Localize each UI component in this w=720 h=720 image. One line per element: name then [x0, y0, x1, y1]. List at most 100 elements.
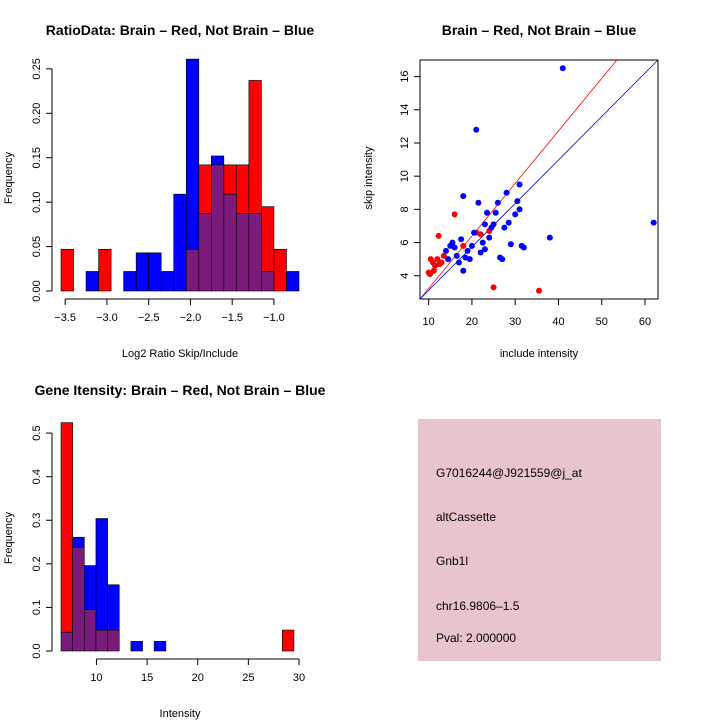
- ratio-histogram-title: RatioData: Brain – Red, Not Brain – Blue: [46, 22, 315, 38]
- ratio-histogram-bar: [211, 155, 225, 166]
- intensity-scatter-red-point: [434, 256, 441, 263]
- intensity-scatter-blue-point: [520, 244, 527, 251]
- intensity-scatter-blue-point: [445, 256, 452, 263]
- gene-intensity-axes: 10 15 20 25 30 0.0 0.1 0.2 0.3 0.4 0.5: [31, 425, 305, 684]
- intensity-scatter-x-tick-label: 10: [423, 316, 435, 328]
- intensity-scatter-blue-line: [419, 59, 659, 300]
- intensity-scatter-blue-point: [503, 189, 510, 196]
- gene-intensity-x-tick-label: 10: [90, 672, 102, 684]
- intensity-scatter-blue-point: [505, 219, 512, 226]
- event-type: altCassette: [436, 510, 496, 524]
- intensity-scatter-blue-point: [481, 221, 488, 228]
- ratio-histogram-y-tick-label: 0.15: [31, 147, 43, 168]
- intensity-scatter: Brain – Red, Not Brain – Blue include in…: [363, 22, 659, 360]
- gene-intensity-x-tick-label: 20: [192, 672, 204, 684]
- intensity-scatter-x-tick-label: 20: [466, 316, 478, 328]
- intensity-scatter-blue-point: [471, 229, 478, 236]
- gene-intensity-bar: [107, 584, 120, 631]
- ratio-histogram-overlap-bar: [211, 164, 225, 292]
- intensity-scatter-blue-point: [468, 242, 475, 249]
- gene-intensity-y-tick-label: 0.4: [31, 469, 43, 484]
- intensity-scatter-frame: [419, 59, 659, 300]
- intensity-scatter-y-tick-label: 6: [399, 240, 411, 246]
- intensity-scatter-blue-point: [458, 236, 465, 243]
- ratio-histogram-bar: [60, 248, 74, 292]
- ratio-histogram-bar: [160, 271, 175, 292]
- intensity-scatter-x-tick-label: 50: [596, 316, 608, 328]
- intensity-scatter-blue-point: [490, 221, 497, 228]
- gene-intensity-overlap-bar: [95, 629, 108, 652]
- ratio-histogram-ylabel: Frequency: [3, 152, 15, 204]
- ratio-histogram-y-tick-label: 0.25: [31, 58, 43, 79]
- gene-intensity-overlap-bar: [83, 609, 97, 652]
- ratio-histogram-bar: [198, 164, 212, 215]
- ratio-histogram-overlap-bar: [261, 271, 275, 292]
- ratio-histogram-x-tick-label: −3.0: [96, 312, 118, 324]
- intensity-scatter-blue-point: [559, 65, 566, 72]
- intensity-scatter-red-point: [460, 242, 467, 249]
- intensity-scatter-blue-point: [473, 126, 480, 133]
- ratio-histogram-overlap-bar: [236, 213, 250, 292]
- gene-intensity-bar: [281, 629, 295, 652]
- intensity-scatter-xlabel: include intensity: [500, 348, 579, 360]
- intensity-scatter-red-point: [490, 284, 497, 291]
- intensity-scatter-points: [425, 65, 657, 294]
- gene-intensity-bar: [95, 518, 108, 631]
- gene-intensity-y-tick-label: 0.2: [31, 556, 43, 571]
- gene-intensity-bar: [60, 422, 73, 633]
- intensity-scatter-y-tick-label: 16: [399, 70, 411, 82]
- intensity-scatter-axes: 10 20 30 40 50 60 4 6 8 10 12 14 16: [399, 70, 651, 328]
- ratio-histogram-bar: [85, 271, 99, 292]
- gene-intensity-overlap-bar: [72, 546, 85, 652]
- ratio-histogram-y-tick-label: 0.00: [31, 280, 43, 301]
- gene-name: Gnb1l: [436, 554, 468, 568]
- intensity-scatter-red-point: [426, 271, 433, 278]
- chromosome-location: chr16.9806–1.5: [436, 599, 520, 613]
- intensity-scatter-blue-point: [453, 252, 460, 259]
- gene-intensity-bar: [72, 536, 85, 548]
- intensity-scatter-blue-point: [494, 199, 501, 206]
- gene-intensity-y-tick-label: 0.1: [31, 600, 43, 615]
- intensity-scatter-blue-point: [477, 249, 484, 256]
- intensity-scatter-blue-point: [479, 239, 486, 246]
- gene-intensity-overlap-bar: [60, 631, 73, 652]
- intensity-scatter-blue-point: [650, 219, 657, 226]
- gene-intensity-title: Gene Itensity: Brain – Red, Not Brain – …: [35, 382, 326, 398]
- intensity-scatter-x-tick-label: 40: [552, 316, 564, 328]
- intensity-scatter-blue-point: [475, 199, 482, 206]
- intensity-scatter-blue-point: [516, 206, 523, 213]
- gene-intensity-xlabel: Intensity: [160, 708, 201, 720]
- intensity-scatter-blue-point: [442, 247, 449, 254]
- ratio-histogram-bars: [60, 58, 300, 292]
- p-value: Pval: 2.000000: [436, 631, 516, 645]
- intensity-scatter-blue-point: [466, 256, 473, 263]
- ratio-histogram-bar: [236, 164, 250, 215]
- ratio-histogram-y-tick-label: 0.10: [31, 191, 43, 212]
- intensity-scatter-blue-point: [460, 267, 467, 274]
- intensity-scatter-blue-point: [449, 239, 456, 246]
- ratio-histogram-y-tick-label: 0.20: [31, 103, 43, 124]
- gene-intensity-overlap-bar: [107, 629, 120, 652]
- intensity-scatter-red-point: [451, 211, 458, 218]
- ratio-histogram-x-tick-label: −1.0: [263, 312, 285, 324]
- intensity-scatter-blue-point: [512, 211, 519, 218]
- intensity-scatter-red-point: [440, 252, 447, 259]
- intensity-scatter-blue-point: [451, 244, 458, 251]
- intensity-scatter-y-tick-label: 4: [399, 273, 411, 279]
- ratio-histogram: RatioData: Brain – Red, Not Brain – Blue…: [3, 22, 314, 360]
- intensity-scatter-y-tick-label: 14: [399, 104, 411, 116]
- gene-intensity-x-tick-label: 30: [293, 672, 305, 684]
- ratio-histogram-bar: [173, 193, 187, 292]
- intensity-scatter-blue-point: [455, 259, 462, 266]
- gene-intensity-bars: [60, 422, 295, 652]
- gene-intensity-y-tick-label: 0.0: [31, 643, 43, 658]
- ratio-histogram-overlap-bar: [248, 213, 262, 292]
- ratio-histogram-overlap-bar: [198, 213, 212, 292]
- intensity-scatter-y-tick-label: 8: [399, 206, 411, 212]
- gene-intensity-y-tick-label: 0.3: [31, 513, 43, 528]
- ratio-histogram-bar: [273, 248, 287, 292]
- intensity-scatter-blue-point: [516, 181, 523, 188]
- intensity-scatter-y-tick-label: 10: [399, 170, 411, 182]
